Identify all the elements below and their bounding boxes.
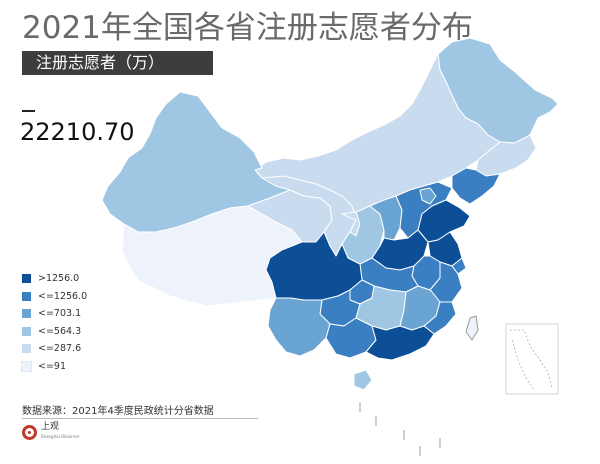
data-source-note: 数据来源：2021年4季度民政统计分省数据 xyxy=(22,406,214,417)
page-title: 2021年全国各省注册志愿者分布 xyxy=(22,10,473,46)
footer-divider xyxy=(22,418,258,419)
logo-text: 上观 Shanghai Observer xyxy=(41,423,79,441)
legend-item: <=564.3 xyxy=(22,323,87,341)
region-hainan xyxy=(353,369,373,391)
legend-label: <=1256.0 xyxy=(38,290,88,302)
total-value: 22210.70 xyxy=(20,118,135,146)
legend-swatch xyxy=(21,360,32,372)
island-marks xyxy=(359,402,441,456)
region-fujian xyxy=(423,301,457,335)
region-taiwan xyxy=(465,315,479,341)
legend-label: <=564.3 xyxy=(38,325,82,337)
legend-label: <=703.1 xyxy=(38,308,82,320)
legend-swatch xyxy=(22,274,31,284)
legend-item: <=703.1 xyxy=(22,305,87,323)
legend-item: <=91 xyxy=(21,358,87,376)
publisher-logo: 上观 Shanghai Observer xyxy=(22,423,79,441)
region-beijing-tianjin xyxy=(419,187,437,205)
logo-subtext: Shanghai Observer xyxy=(41,434,80,439)
legend-swatch xyxy=(22,344,31,354)
legend-item: >1256.0 xyxy=(22,270,87,288)
legend-label: <=287.6 xyxy=(38,343,82,355)
region-jilin xyxy=(475,134,537,177)
legend-label: <=91 xyxy=(38,360,67,372)
legend-item: <=1256.0 xyxy=(22,288,87,306)
logo-icon xyxy=(22,424,37,440)
region-liaoning xyxy=(451,167,501,205)
legend-label: >1256.0 xyxy=(38,273,80,285)
logo-name: 上观 xyxy=(41,422,60,432)
region-yunnan xyxy=(267,297,331,357)
subtitle-badge: 注册志愿者（万） xyxy=(22,51,213,75)
legend-swatch xyxy=(22,326,31,336)
legend-swatch xyxy=(22,291,31,301)
total-marker xyxy=(22,110,35,112)
region-guangdong xyxy=(365,325,435,361)
legend-swatch xyxy=(22,309,31,319)
subtitle-text: 注册志愿者（万） xyxy=(36,53,165,72)
south-china-sea-inset xyxy=(505,323,559,395)
map-legend: >1256.0 <=1256.0 <=703.1 <=564.3 <=287.6… xyxy=(21,270,87,376)
legend-item: <=287.6 xyxy=(22,340,87,358)
